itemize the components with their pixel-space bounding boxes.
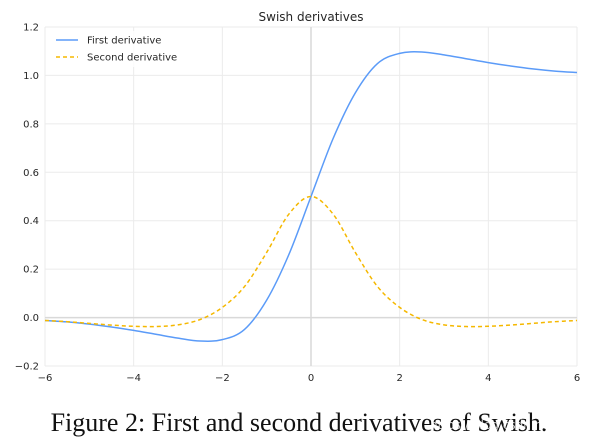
figure-caption: Figure 2: First and second derivatives o… [50, 408, 548, 437]
y-tick-label: 0.2 [23, 265, 39, 276]
x-tick-label: −4 [126, 373, 141, 384]
y-tick-label: 0.8 [23, 119, 39, 130]
x-tick-label: −2 [215, 373, 230, 384]
series-layer [44, 51, 578, 342]
x-tick-label: 6 [574, 373, 580, 384]
legend-box [50, 31, 196, 67]
y-tick-label: −0.2 [15, 362, 39, 373]
y-tick-label: 1.0 [23, 71, 39, 82]
x-tick-label: 2 [396, 373, 402, 384]
watermark: https://blog.csdn.net/...49 [430, 418, 586, 432]
y-tick-label: 0.6 [23, 168, 39, 179]
x-tick-label: 0 [308, 373, 314, 384]
series-line-second-derivative [44, 195, 578, 328]
y-tick-label: 0.4 [23, 216, 39, 227]
swish-derivatives-chart: −6 −4 −2 0 2 4 6 −0.2 0.0 0.2 0.4 0.6 0.8 1.0 1.2 Swis… [15, 10, 580, 385]
legend: First derivative Second derivative [50, 31, 196, 67]
y-tick-label: 1.2 [23, 23, 39, 34]
legend-label: Second derivative [87, 53, 177, 64]
x-tick-label: 4 [485, 373, 491, 384]
x-tick-label: −6 [38, 373, 53, 384]
tick-labels: −6 −4 −2 0 2 4 6 −0.2 0.0 0.2 0.4 0.6 0.8 1.0 1.2 [15, 23, 580, 385]
legend-label: First derivative [87, 36, 161, 47]
y-tick-label: 0.0 [23, 313, 39, 324]
chart-title: Swish derivatives [259, 10, 364, 24]
